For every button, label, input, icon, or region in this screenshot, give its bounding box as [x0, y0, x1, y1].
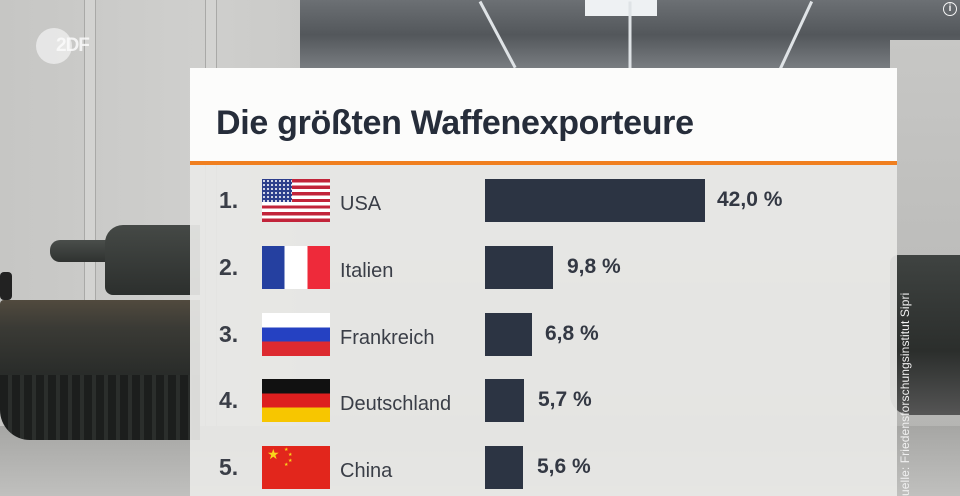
rank-label: 1. — [219, 187, 239, 213]
value-label: 5,6 % — [537, 455, 591, 478]
accent-divider — [190, 161, 897, 165]
bar — [485, 313, 532, 356]
flag-russia-icon — [262, 313, 330, 356]
flag-usa-icon — [262, 179, 330, 222]
light-beam — [628, 1, 632, 72]
country-label: Frankreich — [340, 327, 435, 349]
value-label: 6,8 % — [545, 322, 599, 345]
bar-row: 1. USA 42,0 % — [190, 179, 897, 223]
bar-row: 4. Deutschland 5,7 % — [190, 379, 897, 423]
country-label: Italien — [340, 260, 394, 282]
bar — [485, 379, 524, 422]
chart-body: 1. USA 42,0 % 2. Italien 9,8 % 3. Frankr… — [190, 165, 897, 496]
source-credit: uelle: Friedensforschungsinstitut Sipri — [898, 292, 912, 496]
bar — [485, 246, 553, 289]
rank-label: 3. — [219, 321, 239, 347]
info-icon[interactable]: i — [943, 2, 957, 16]
tank-tracks — [0, 375, 200, 440]
tank-hull — [0, 300, 200, 380]
chart-header: Die größten Waffenexporteure — [190, 68, 897, 162]
flag-germany-icon — [262, 379, 330, 422]
chart-panel: Die größten Waffenexporteure 1. USA 42,0… — [190, 68, 897, 496]
bar — [485, 446, 523, 489]
zdf-logo: 2DF — [36, 28, 100, 64]
light-beam — [478, 0, 517, 69]
tank-mirror — [0, 272, 12, 300]
light-beam — [778, 0, 814, 71]
value-label: 42,0 % — [717, 188, 783, 211]
skylight — [585, 0, 657, 16]
rank-label: 5. — [219, 454, 239, 480]
bar-row: 2. Italien 9,8 % — [190, 246, 897, 290]
rank-label: 2. — [219, 254, 239, 280]
chart-title: Die größten Waffenexporteure — [216, 104, 694, 142]
logo-text: 2DF — [56, 35, 90, 56]
bar-row: 5. ★ ★ ★ ★ ★ China 5,6 % — [190, 446, 897, 490]
bar-row: 3. Frankreich 6,8 % — [190, 313, 897, 357]
flag-france-icon — [262, 246, 330, 289]
country-label: USA — [340, 193, 382, 215]
bar — [485, 179, 705, 222]
value-label: 5,7 % — [538, 388, 592, 411]
tank-right — [890, 255, 960, 415]
logo-disc — [36, 28, 72, 64]
tank-turret — [105, 225, 200, 295]
country-label: China — [340, 460, 393, 482]
flag-china-icon: ★ ★ ★ ★ ★ — [262, 446, 330, 489]
value-label: 9,8 % — [567, 255, 621, 278]
warehouse-roof — [300, 0, 960, 72]
rank-label: 4. — [219, 387, 239, 413]
country-label: Deutschland — [340, 393, 452, 415]
tank-left — [0, 0, 200, 440]
